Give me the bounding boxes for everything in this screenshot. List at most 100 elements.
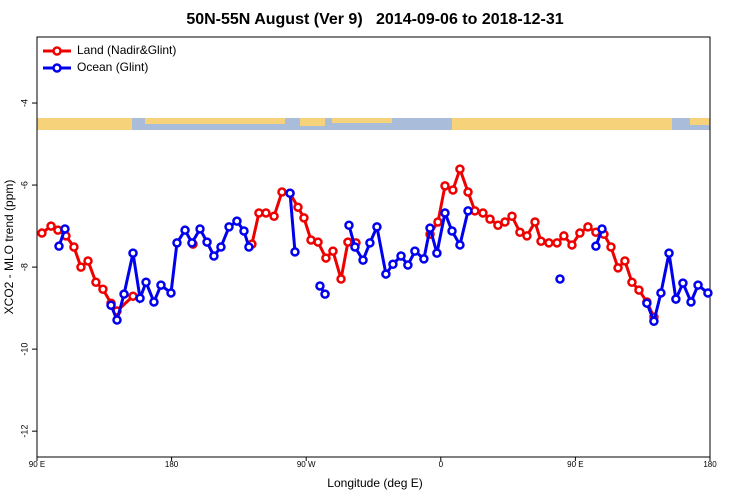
data-point [686, 297, 696, 307]
data-point [522, 231, 532, 241]
data-point [344, 220, 354, 231]
y-tick-label: -6 [19, 181, 29, 189]
data-point [530, 217, 540, 227]
data-point [112, 315, 122, 325]
data-point [98, 284, 108, 294]
data-point [60, 224, 70, 234]
data-point [141, 277, 151, 288]
legend-marker [52, 63, 62, 73]
data-point [463, 187, 473, 197]
data-point [119, 289, 129, 299]
data-point [642, 298, 652, 308]
data-point [46, 221, 56, 231]
data-point [239, 226, 249, 236]
data-point [321, 253, 331, 263]
data-point [343, 237, 353, 247]
y-axis-label: XCO2 - MLO trend (ppm) [2, 180, 16, 315]
x-tick-label: 90 W [297, 460, 316, 469]
data-point [656, 288, 666, 298]
data-point [693, 280, 703, 290]
y-tick-label: -4 [19, 99, 29, 107]
data-point [500, 217, 510, 227]
data-point [559, 231, 569, 241]
x-tick-label: 180 [165, 460, 179, 469]
data-point [544, 238, 554, 248]
data-point [202, 237, 212, 247]
data-point [244, 242, 254, 252]
data-point [350, 242, 360, 252]
data-point [478, 208, 488, 218]
data-point [606, 242, 616, 252]
data-point [703, 288, 713, 298]
data-point [455, 240, 465, 250]
data-point [403, 260, 413, 270]
data-point [515, 227, 525, 237]
data-point [358, 255, 368, 265]
data-point [156, 280, 166, 290]
data-point [455, 164, 465, 174]
data-point [336, 274, 346, 284]
data-point [54, 241, 64, 251]
data-point [135, 293, 145, 304]
data-point [567, 240, 577, 250]
data-point [209, 251, 219, 261]
data-point [419, 254, 429, 264]
data-point [597, 224, 607, 234]
data-point [83, 256, 93, 266]
data-point [536, 236, 546, 247]
data-point [388, 259, 398, 269]
legend-label: Ocean (Glint) [77, 60, 148, 74]
data-point [649, 316, 659, 326]
data-point [485, 214, 495, 224]
data-point [224, 222, 234, 232]
data-point [432, 248, 442, 258]
data-point [91, 277, 101, 288]
data-point [106, 300, 116, 310]
data-point [671, 294, 681, 304]
data-point [552, 238, 562, 248]
data-point [166, 288, 176, 298]
data-point [172, 238, 182, 248]
data-point [463, 206, 473, 216]
data-point [320, 289, 330, 299]
x-tick-label: 0 [439, 460, 444, 469]
data-point [664, 248, 674, 258]
data-point [433, 217, 443, 227]
data-point [293, 202, 303, 212]
data-point [277, 187, 287, 197]
data-point [634, 285, 644, 295]
data-point [313, 237, 323, 247]
data-point [555, 274, 565, 284]
data-point [440, 181, 450, 191]
data-point [128, 248, 138, 258]
data-point [187, 238, 197, 248]
data-point [583, 222, 593, 232]
data-point [396, 251, 406, 261]
data-point [328, 246, 338, 256]
data-point [195, 224, 205, 234]
data-point [76, 262, 86, 272]
data-point [448, 185, 458, 195]
data-point [69, 242, 79, 252]
x-tick-label: 90 E [29, 460, 45, 469]
data-point [365, 238, 375, 248]
data-point [620, 256, 630, 266]
data-point [232, 216, 242, 226]
data-point [290, 247, 300, 257]
chart-title: 50N-55N August (Ver 9) 2014-09-06 to 201… [186, 11, 563, 28]
data-point [381, 269, 391, 279]
data-point [627, 277, 637, 288]
map-strip [37, 118, 710, 130]
data-point [285, 188, 295, 199]
x-axis-label: Longitude (deg E) [327, 476, 422, 490]
data-point [447, 226, 457, 236]
data-point [261, 208, 271, 218]
data-point [269, 211, 279, 221]
x-tick-label: 90 E [567, 460, 583, 469]
data-point [591, 241, 601, 251]
data-point [149, 297, 159, 307]
y-tick-label: -10 [19, 343, 29, 356]
y-tick-label: -12 [19, 425, 29, 438]
legend-marker [52, 46, 62, 56]
